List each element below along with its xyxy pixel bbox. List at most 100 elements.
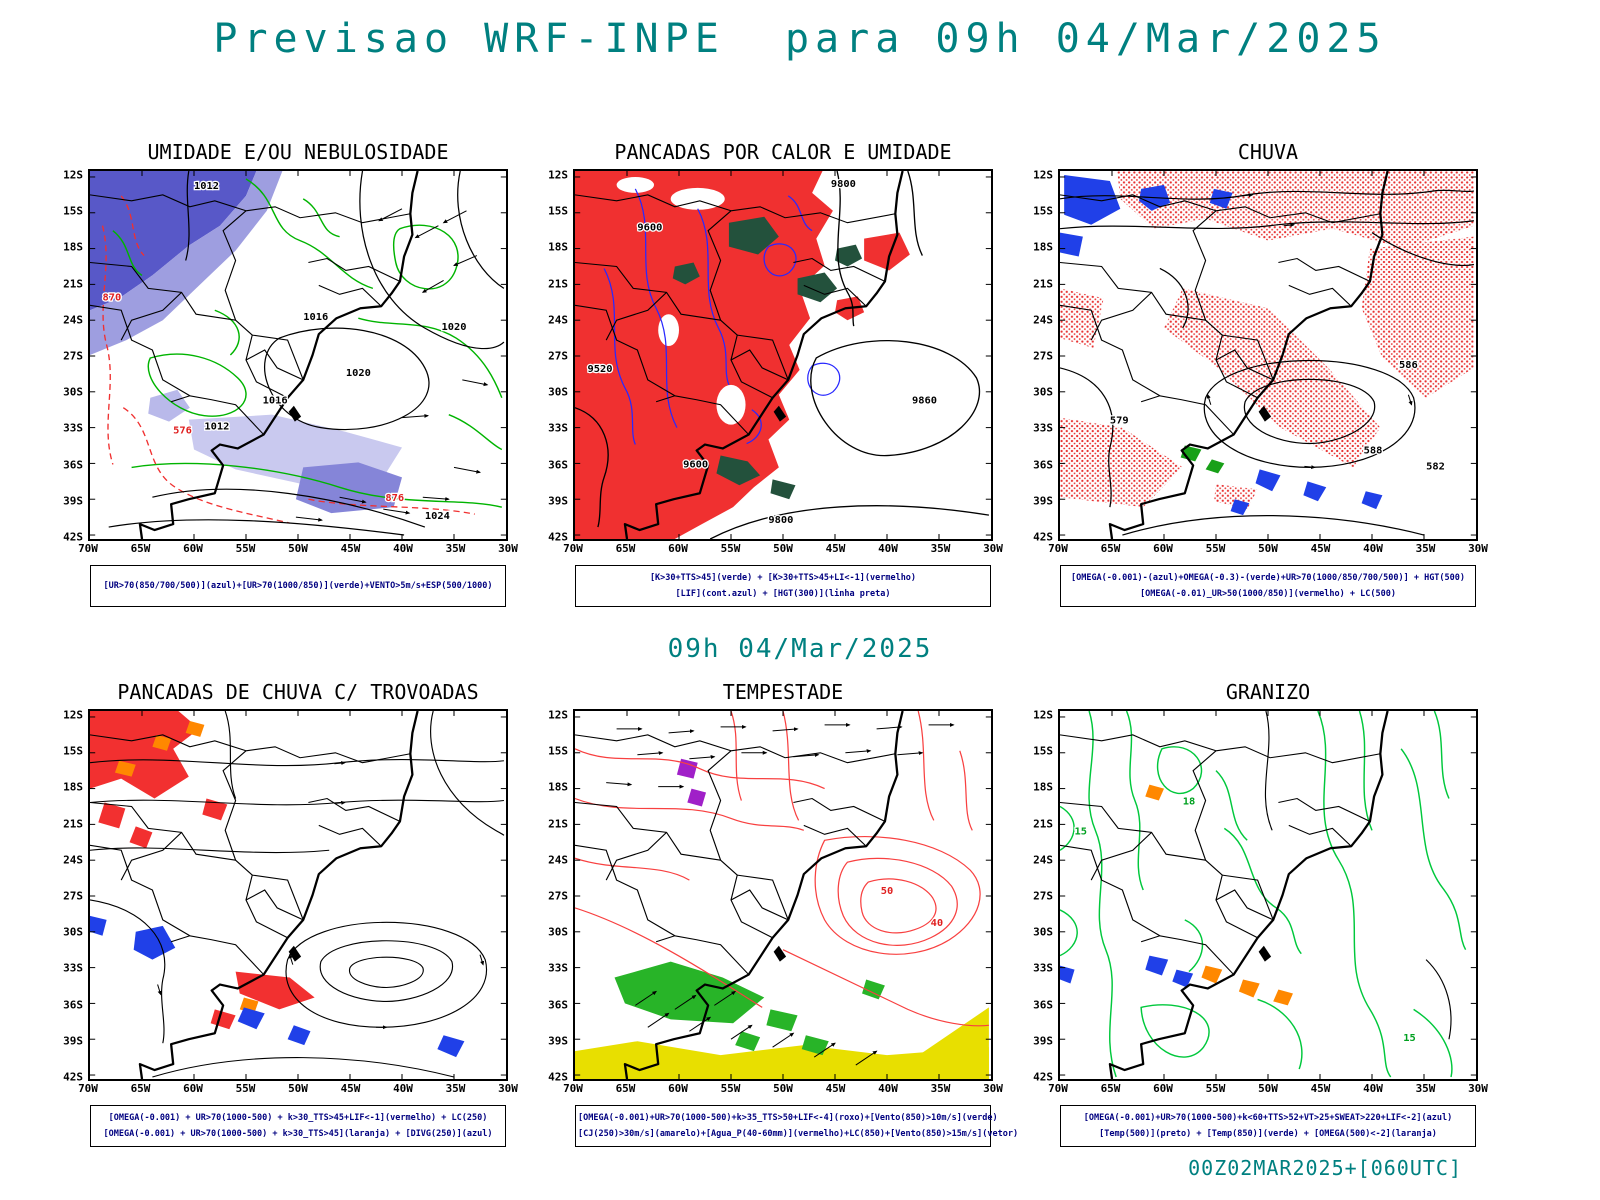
lat-tick-label: 24S <box>1033 853 1053 867</box>
streamline-arrowheads <box>157 761 485 1030</box>
green-humidity-contours <box>112 178 503 508</box>
wind-vectors <box>606 722 955 1066</box>
lon-tick-label: 35W <box>930 542 951 555</box>
lon-tick-label: 50W <box>288 1082 308 1095</box>
lat-tick-label: 27S <box>63 349 83 363</box>
lon-tick-label: 40W <box>878 542 898 555</box>
lat-tick-label: 36S <box>548 458 568 472</box>
pressure-contours <box>108 171 505 536</box>
contour-label: 15 <box>1403 1033 1416 1044</box>
axis-tick-marks <box>1060 171 1476 539</box>
lat-tick-label: 30S <box>548 925 568 939</box>
panel-title: CHUVA <box>1237 140 1299 164</box>
lon-tick-label: 45W <box>340 1082 361 1095</box>
black-temp-contours <box>1264 711 1452 1040</box>
lon-tick-label: 60W <box>1153 1082 1173 1095</box>
lon-tick-label: 45W <box>825 1082 846 1095</box>
humidity-shading <box>90 171 402 514</box>
lon-tick-label: 30W <box>498 1082 518 1095</box>
lat-tick-label: 12S <box>1033 168 1053 182</box>
lat-tick-label: 42S <box>63 1070 83 1084</box>
legend-line: [Temp(500)](preto) + [Temp(850)](verde) … <box>1099 1129 1437 1140</box>
contour-label: 50 <box>881 886 894 897</box>
red-dashed-contours <box>101 195 475 524</box>
lat-tick-label: 42S <box>1033 530 1053 544</box>
lon-tick-label: 35W <box>1415 542 1436 555</box>
lon-tick-label: 50W <box>288 542 308 555</box>
lat-tick-label: 21S <box>63 817 83 831</box>
lon-tick-label: 45W <box>1310 1082 1331 1095</box>
tempestade-map: 50 40 <box>575 711 991 1079</box>
lat-tick-label: 42S <box>548 1070 568 1084</box>
contour-label: 876 <box>385 493 404 504</box>
orange-patches <box>1145 784 1293 1006</box>
red-rain-stipple <box>1060 171 1474 510</box>
lon-tick-label: 65W <box>1100 1082 1121 1095</box>
lon-tick-label: 55W <box>720 542 741 555</box>
lon-tick-label: 60W <box>183 542 203 555</box>
lat-tick-label: 30S <box>548 385 568 399</box>
purple-storm-patches <box>676 758 707 807</box>
lat-tick-label: 15S <box>548 744 568 758</box>
blue-patches <box>1060 955 1194 988</box>
lat-tick-label: 36S <box>63 458 83 472</box>
legend-box: [OMEGA(-0.001)+UR>70(1000-500)+k<60+TTS>… <box>1060 1105 1476 1148</box>
lat-tick-label: 12S <box>63 168 83 182</box>
legend-box: [OMEGA(-0.001)-(azul)+OMEGA(-0.3)-(verde… <box>1060 565 1476 608</box>
lon-tick-label: 40W <box>878 1082 898 1095</box>
lon-tick-label: 60W <box>668 542 688 555</box>
lat-tick-label: 33S <box>63 961 83 975</box>
contour-label: 586 <box>1399 360 1418 371</box>
lat-axis: 12S 15S 18S 21S 24S 27S 30S 33S 36S 39S 42S <box>1018 708 1058 1084</box>
lon-tick-label: 70W <box>1048 1082 1068 1095</box>
legend-line: [OMEGA(-0.01)_UR>50(1000/850)](vermelho)… <box>1140 589 1396 600</box>
lat-tick-label: 27S <box>63 889 83 903</box>
axis-tick-marks <box>1060 711 1476 1079</box>
map-frame-granizo: 18 15 15 <box>1058 709 1478 1081</box>
contour-label: 576 <box>173 426 192 437</box>
legend-line: [OMEGA(-0.001) + UR>70(1000-500) + k>30_… <box>103 1129 493 1140</box>
lon-tick-label: 70W <box>563 542 583 555</box>
lat-tick-label: 12S <box>1033 708 1053 722</box>
contour-label: 1024 <box>425 511 450 522</box>
red-water-contours <box>575 711 989 1027</box>
lon-tick-label: 60W <box>183 1082 203 1095</box>
legend-line: [K>30+TTS>45](verde) + [K>30+TTS>45+LI<-… <box>649 573 917 583</box>
lon-axis: 70W 65W 60W 55W 50W 45W 40W 35W 30W <box>1048 541 1488 557</box>
granizo-map: 18 15 15 <box>1060 711 1476 1079</box>
lat-tick-label: 15S <box>63 744 83 758</box>
lon-tick-label: 65W <box>1100 542 1121 555</box>
contour-label: 9600 <box>637 223 662 234</box>
lon-tick-label: 70W <box>78 1082 98 1095</box>
legend-line: [OMEGA(-0.001) + UR>70(1000-500) + k>30_… <box>108 1113 488 1123</box>
lon-tick-label: 50W <box>773 542 793 555</box>
contour-label: 1012 <box>194 181 219 192</box>
lon-axis: 70W 65W 60W 55W 50W 45W 40W 35W 30W <box>1048 1081 1488 1097</box>
lat-tick-label: 15S <box>1033 744 1053 758</box>
contour-label: 1016 <box>303 312 328 323</box>
contour-label: 1020 <box>346 368 371 379</box>
legend-box: [OMEGA(-0.001)+UR>70(1000-500)+k>35_TTS>… <box>575 1105 1018 1148</box>
lon-tick-label: 70W <box>1048 542 1068 555</box>
contour-label: 9800 <box>831 179 856 190</box>
lat-tick-label: 33S <box>548 421 568 435</box>
lat-tick-label: 33S <box>1033 961 1053 975</box>
pancadas-calor-map: 9800 9860 9800 9520 9600 9600 <box>575 171 991 539</box>
contour-label: 9520 <box>587 364 612 375</box>
chuva-map: 586 582 588 579 <box>1060 171 1476 539</box>
lat-tick-label: 21S <box>1033 277 1053 291</box>
lon-tick-label: 35W <box>1415 1082 1436 1095</box>
lon-tick-label: 50W <box>1258 542 1278 555</box>
legend-box: [OMEGA(-0.001) + UR>70(1000-500) + k>30_… <box>90 1105 506 1148</box>
lat-tick-label: 24S <box>63 313 83 327</box>
umidade-map: 1012 1016 1020 1016 1012 1020 1024 870 8… <box>90 171 506 539</box>
lat-tick-label: 15S <box>63 204 83 218</box>
contour-label: 1012 <box>204 422 229 433</box>
blue-divergence-patches <box>90 915 465 1058</box>
green-temp-contours <box>1060 711 1467 1078</box>
contour-label: 9600 <box>683 460 708 471</box>
lat-tick-label: 36S <box>1033 458 1053 472</box>
lat-tick-label: 21S <box>548 817 568 831</box>
legend-line: [UR>70(850/700/500)](azul)+[UR>70(1000/8… <box>103 580 493 591</box>
